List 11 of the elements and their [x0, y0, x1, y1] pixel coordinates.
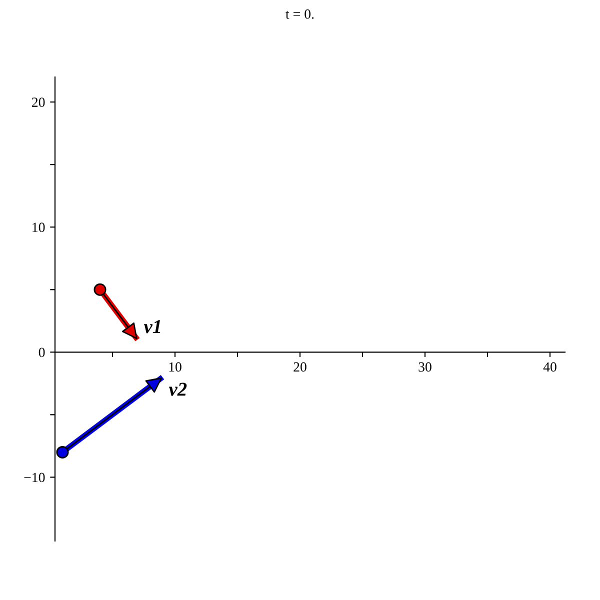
y-tick-label: −10 — [24, 472, 45, 482]
legend-label: v2 — [168, 382, 187, 396]
y-tick-label: 0 — [38, 348, 45, 358]
x-tick-label: 10 — [169, 362, 182, 372]
y-tick-label: 10 — [32, 222, 45, 232]
legend-label: v1 — [144, 320, 160, 334]
chart-title: t = 0. — [286, 9, 314, 19]
x-tick-label: 30 — [418, 362, 432, 372]
x-tick-label: 40 — [543, 362, 556, 372]
y-tick-label: 20 — [32, 98, 45, 107]
x-tick-label: 20 — [294, 362, 306, 372]
